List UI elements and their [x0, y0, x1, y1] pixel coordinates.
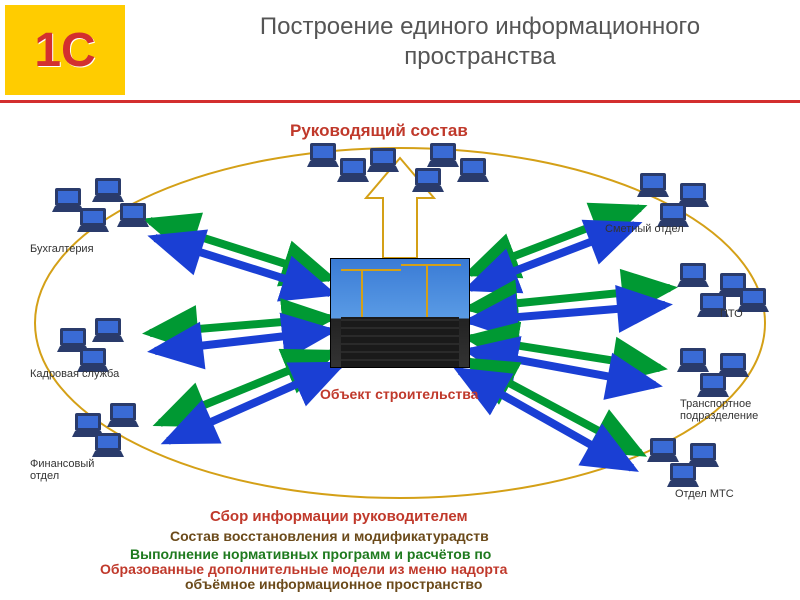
center-image-label: Объект строительства: [320, 386, 478, 402]
cluster-label-finance: Финансовыйотдел: [30, 458, 120, 482]
cluster-label-estimate: Сметный отдел: [605, 223, 684, 235]
cluster-label-accounting: Бухгалтерия: [30, 243, 94, 255]
bottom-text-1: Состав восстановления и модификатурадств: [170, 528, 489, 544]
cluster-label-mts: Отдел МТС: [675, 488, 734, 500]
top-management-label: Руководящий состав: [290, 121, 468, 141]
logo-1c: 1C: [5, 5, 125, 95]
bottom-text-2: Выполнение нормативных программ и расчёт…: [130, 546, 491, 562]
bottom-text-0: Сбор информации руководителем: [210, 508, 468, 525]
bottom-text-4: объёмное информационное пространство: [185, 576, 482, 592]
cluster-label-transport: Транспортноеподразделение: [680, 398, 770, 422]
diagram-canvas: Бухгалтерия Кадровая служба Финансовыйотде…: [0, 103, 800, 600]
page-title: Построение единого информационного прост…: [200, 12, 760, 72]
header: 1C Построение единого информационного пр…: [0, 0, 800, 100]
bottom-text-3: Образованные дополнительные модели из ме…: [100, 561, 507, 577]
cluster-label-pto: ПТО: [720, 308, 743, 320]
cluster-label-hr: Кадровая служба: [30, 368, 119, 380]
center-image: [330, 258, 470, 368]
logo-text: 1C: [34, 23, 95, 78]
